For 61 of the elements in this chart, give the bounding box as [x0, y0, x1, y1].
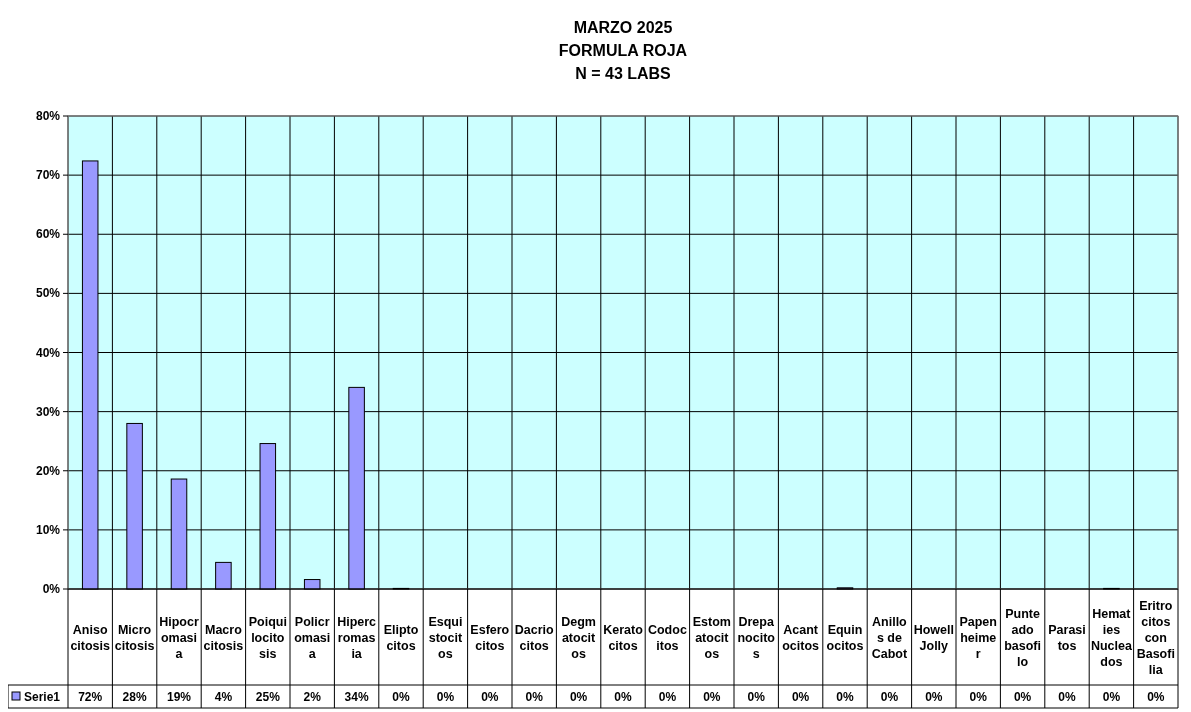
x-tick-label: Acant ocitos — [782, 623, 820, 653]
x-tick-label: Hipocr omasi a — [159, 615, 199, 661]
x-tick-label: Estom atocit os — [692, 615, 731, 661]
data-label: 25% — [255, 690, 281, 704]
data-label: 0% — [925, 690, 943, 704]
x-tick-label: Micro citosis — [114, 623, 155, 653]
y-tick-label: 60% — [35, 227, 61, 242]
y-tick-label: 70% — [35, 168, 61, 183]
x-tick-label: Eritro citos con Basofi lia — [1136, 599, 1175, 677]
data-label: 0% — [1058, 690, 1076, 704]
legend-label: Serie1 — [24, 690, 61, 704]
y-tick-label: 40% — [35, 345, 61, 360]
x-tick-label: Hemat ies Nuclea dos — [1090, 607, 1133, 669]
data-label: 0% — [836, 690, 854, 704]
data-label: 0% — [614, 690, 632, 704]
y-tick-label: 10% — [35, 522, 61, 537]
data-label: 2% — [303, 690, 322, 704]
x-tick-label: Aniso citosis — [70, 623, 111, 653]
data-label: 0% — [1147, 690, 1165, 704]
x-tick-label: Kerato citos — [603, 623, 644, 653]
data-label: 0% — [569, 690, 588, 704]
data-label: 0% — [791, 690, 810, 704]
data-label: 4% — [214, 690, 233, 704]
x-tick-label: Hiperc romas ia — [337, 615, 377, 661]
y-tick-label: 20% — [35, 463, 61, 478]
y-tick-label: 50% — [35, 286, 61, 301]
y-tick-label: 30% — [35, 404, 61, 419]
x-tick-label: Anillo s de Cabot — [871, 615, 908, 661]
data-label: 72% — [78, 690, 103, 704]
data-label: 19% — [166, 690, 192, 704]
x-tick-label: Equin ocitos — [826, 623, 864, 653]
y-tick-label: 0% — [42, 582, 61, 596]
data-label: 0% — [880, 690, 899, 704]
x-tick-label: Parasi tos — [1048, 623, 1086, 653]
x-tick-label: Esqui stocit os — [428, 615, 463, 661]
data-label: 0% — [436, 690, 455, 704]
data-label: 0% — [481, 690, 499, 704]
data-label: 0% — [703, 690, 721, 704]
x-tick-label: Poiqui locito sis — [248, 615, 287, 661]
data-label: 34% — [344, 690, 369, 704]
x-tick-label: Drepa nocito s — [737, 615, 776, 661]
x-tick-label: Papen heime r — [959, 615, 997, 661]
x-tick-label: Esfero citos — [470, 623, 510, 653]
data-label: 0% — [1013, 690, 1032, 704]
x-tick-label: Dacrio citos — [514, 623, 555, 653]
x-tick-label: Punte ado basofi lo — [1004, 607, 1042, 669]
x-tick-label: Degm atocit os — [561, 615, 597, 661]
data-label: 0% — [1102, 690, 1121, 704]
x-tick-label: Macro citosis — [203, 623, 244, 653]
data-label: 0% — [392, 690, 410, 704]
x-tick-label: Howell Jolly — [913, 623, 954, 653]
x-tick-label: Elipto citos — [383, 623, 419, 653]
y-tick-label: 80% — [35, 109, 61, 123]
x-tick-label: Codoc itos — [647, 623, 687, 653]
chart-title: MARZO 2025 FORMULA ROJA N = 43 LABS — [558, 19, 688, 82]
data-label: 0% — [969, 690, 988, 704]
data-label: 28% — [122, 690, 147, 704]
data-label: 0% — [658, 690, 677, 704]
data-label: 0% — [525, 690, 544, 704]
x-tick-label: Policr omasi a — [294, 615, 331, 661]
data-label: 0% — [747, 690, 766, 704]
